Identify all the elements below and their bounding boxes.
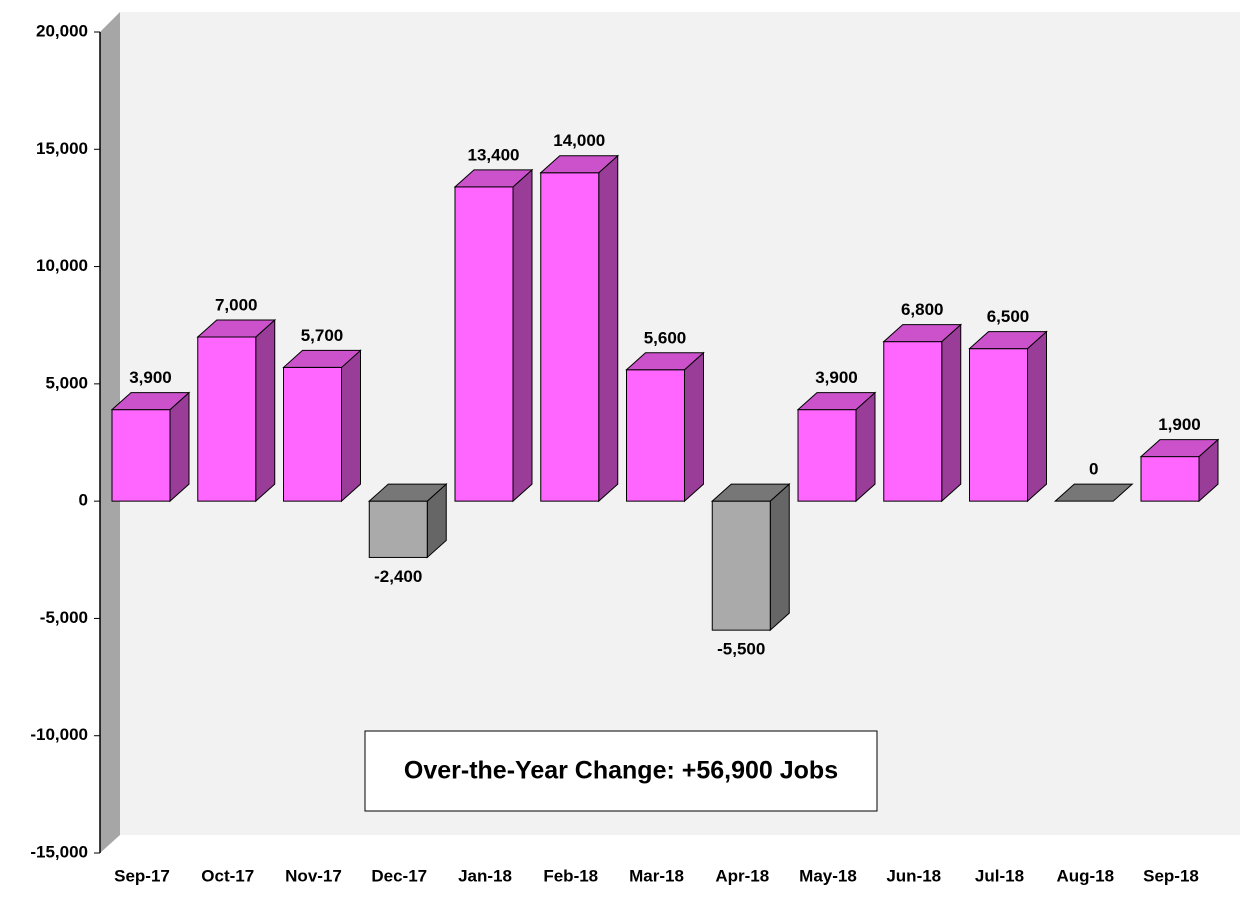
x-tick-label: Jan-18 <box>458 866 512 885</box>
value-label: 1,900 <box>1158 415 1201 434</box>
x-tick-label: Aug-18 <box>1056 866 1114 885</box>
bar-front <box>883 341 943 502</box>
bar-front <box>969 348 1028 502</box>
x-tick-label: Oct-17 <box>201 866 254 885</box>
bar-front <box>111 409 171 502</box>
bar-top <box>196 319 277 338</box>
value-label: 3,900 <box>129 368 172 387</box>
bar-top <box>282 349 362 368</box>
bar-front <box>711 500 771 631</box>
value-label: 13,400 <box>468 145 520 164</box>
bar-front <box>197 336 257 502</box>
bar <box>539 154 620 503</box>
x-tick-label: Mar-18 <box>629 866 684 885</box>
x-tick-label: Nov-17 <box>285 866 342 885</box>
annotation: Over-the-Year Change: +56,900 Jobs <box>404 757 838 785</box>
bar-front <box>454 186 514 502</box>
bar-top <box>110 392 191 411</box>
bar-top <box>539 155 620 174</box>
annotation-box <box>364 730 878 812</box>
value-label: -2,400 <box>374 567 422 586</box>
bar <box>282 349 362 503</box>
bar <box>1139 438 1220 503</box>
bar-side <box>855 391 876 503</box>
bar-front <box>283 366 342 502</box>
bar-top <box>367 483 448 502</box>
bar-front <box>1140 456 1200 502</box>
bar <box>625 351 705 503</box>
value-label: 0 <box>1089 460 1098 479</box>
bar-side <box>684 351 704 503</box>
bar-front <box>368 500 428 558</box>
bar-side <box>769 483 790 632</box>
y-tick-label: -15,000 <box>30 842 88 861</box>
bar <box>453 168 534 503</box>
y-tick-label: 10,000 <box>36 256 88 275</box>
bar-side <box>255 318 276 503</box>
bar-side <box>1027 330 1047 503</box>
bar-top <box>968 331 1048 350</box>
x-tick-label: Jun-18 <box>886 866 941 885</box>
y-tick-label: 0 <box>79 491 88 510</box>
bar <box>110 391 191 503</box>
bar-top <box>453 169 534 188</box>
value-label: -5,500 <box>717 640 765 659</box>
bar-top <box>1053 483 1134 502</box>
x-tick-label: Jul-18 <box>975 866 1024 885</box>
value-label: 3,900 <box>815 368 858 387</box>
bar-side <box>512 168 533 503</box>
x-tick-label: Sep-18 <box>1143 866 1199 885</box>
value-label: 7,000 <box>215 295 258 314</box>
value-label: 14,000 <box>553 131 605 150</box>
value-label: 5,700 <box>301 326 344 345</box>
bar-side <box>341 349 361 503</box>
y-tick-label: 20,000 <box>36 21 88 40</box>
bar <box>968 330 1048 503</box>
y-tick-label: 15,000 <box>36 139 88 158</box>
y-tick-label: 5,000 <box>45 373 88 392</box>
bar-front <box>626 369 685 502</box>
bar-front <box>540 172 600 502</box>
x-tick-label: Sep-17 <box>114 866 170 885</box>
x-tick-label: Feb-18 <box>543 866 598 885</box>
value-label: 5,600 <box>644 328 687 347</box>
bar <box>710 483 791 632</box>
bar-top <box>882 324 963 343</box>
bar-front <box>797 409 857 502</box>
bar <box>196 318 277 503</box>
bar-side <box>598 154 619 503</box>
bar <box>796 391 877 503</box>
bar <box>367 483 448 559</box>
value-label: 6,500 <box>987 307 1030 326</box>
side-wall <box>100 12 120 853</box>
x-tick-label: Apr-18 <box>715 866 769 885</box>
value-label: 6,800 <box>901 300 944 319</box>
y-tick-label: -10,000 <box>30 725 88 744</box>
bar-top <box>1139 439 1220 458</box>
bar-top <box>796 392 877 411</box>
bar-side <box>941 323 962 503</box>
x-tick-label: Dec-17 <box>371 866 427 885</box>
x-tick-label: May-18 <box>799 866 857 885</box>
bar-top <box>625 352 705 371</box>
bar-side <box>169 391 190 503</box>
y-tick-label: -5,000 <box>40 608 88 627</box>
bar <box>882 323 963 503</box>
bar <box>1053 483 1134 502</box>
bar-top <box>710 483 791 502</box>
